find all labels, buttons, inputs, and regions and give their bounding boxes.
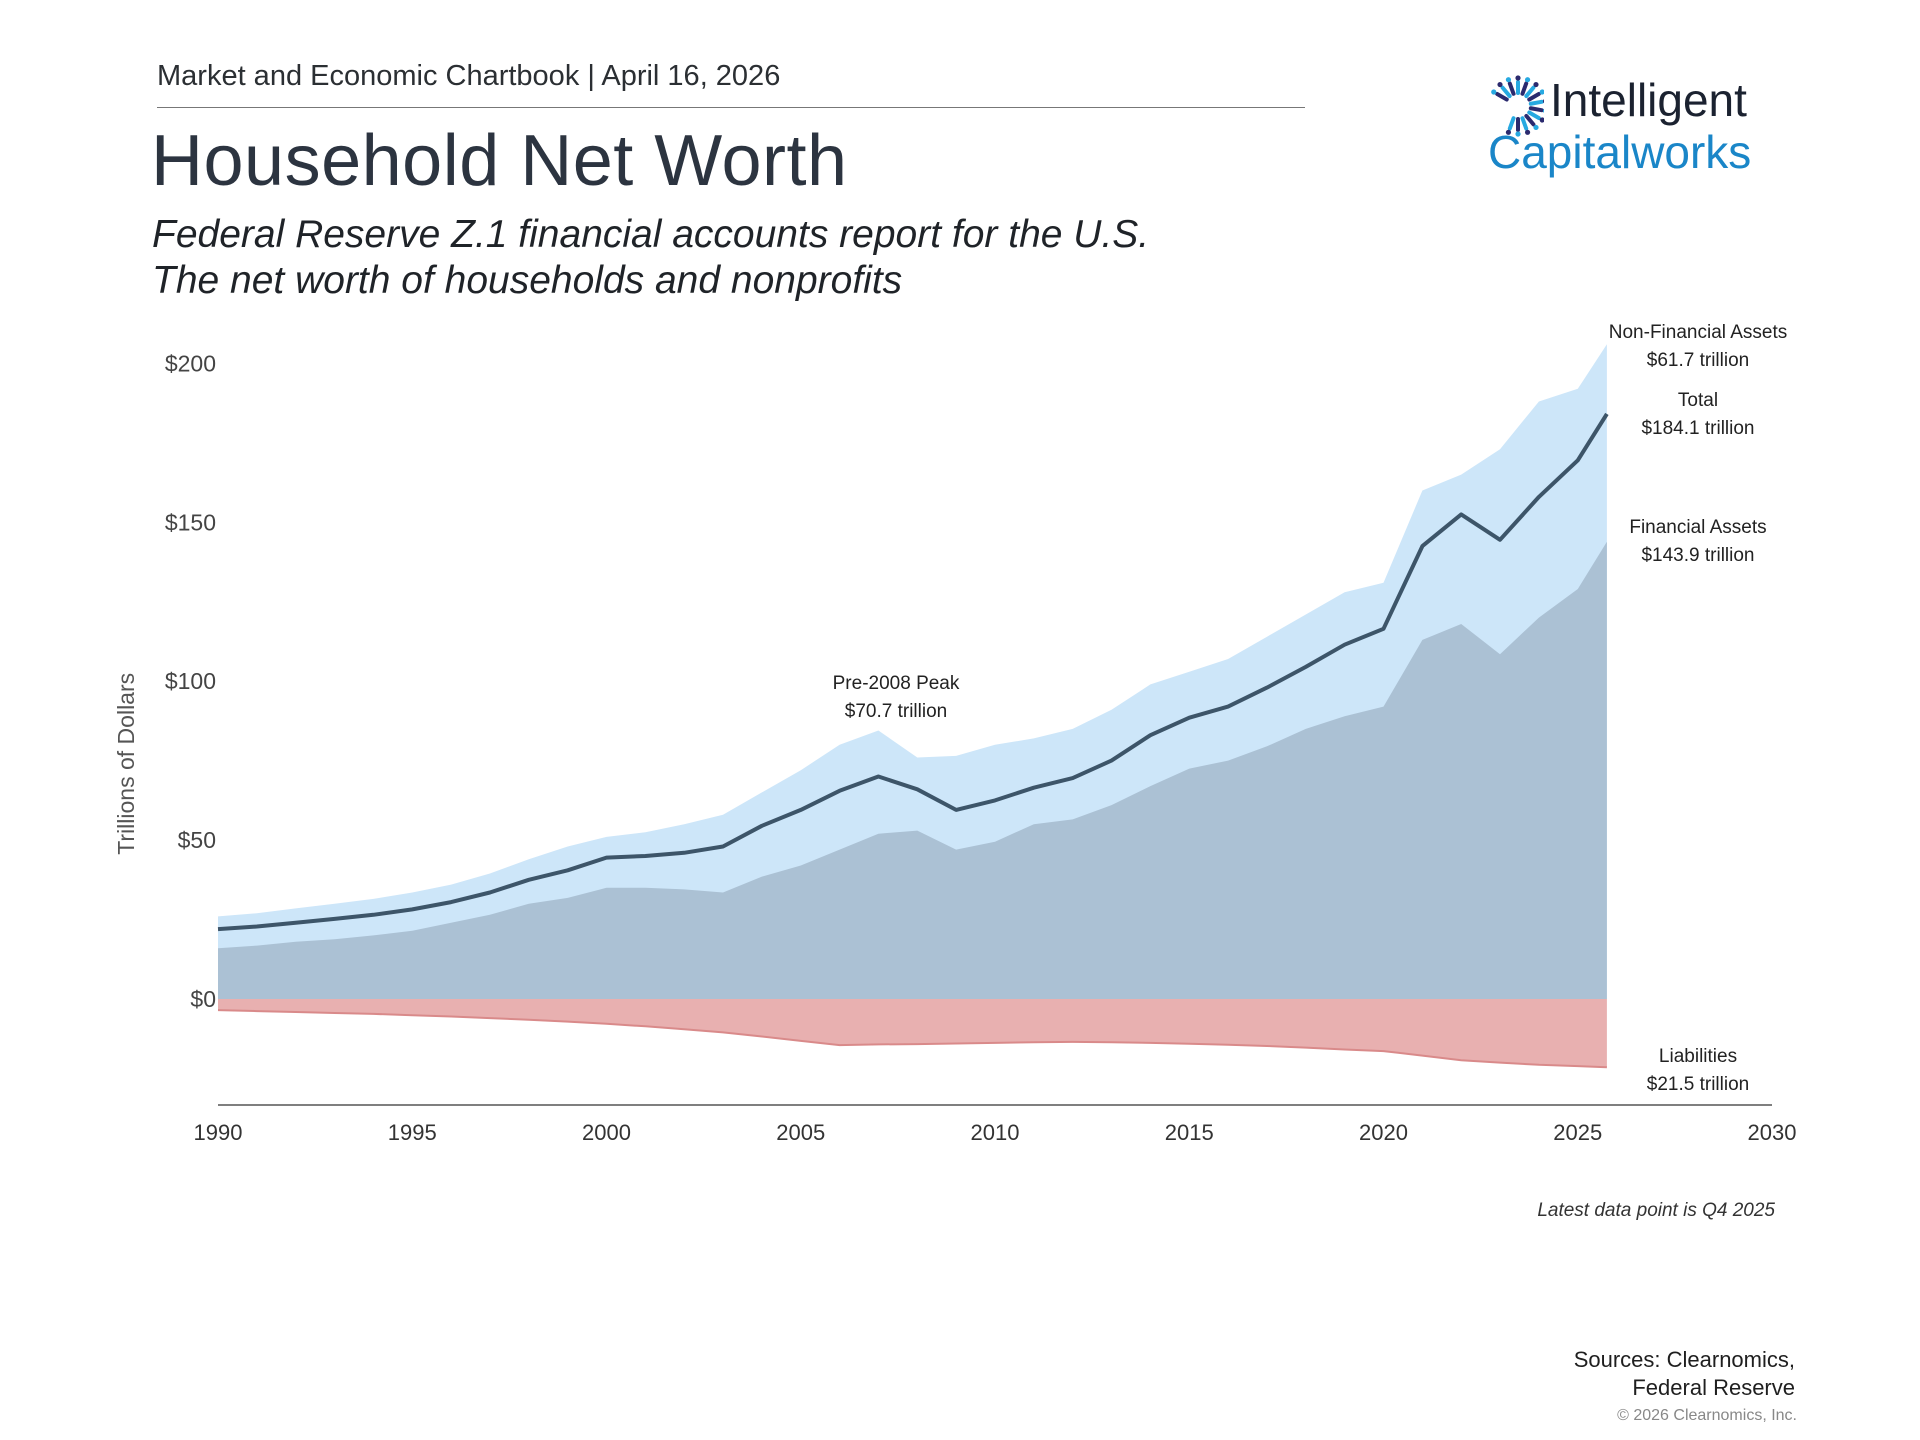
- logo-ray-dot: [1497, 81, 1503, 88]
- subtitle-line-2: The net worth of households and nonprofi…: [152, 259, 903, 302]
- annotation-liabilities-label: Liabilities: [1659, 1046, 1737, 1067]
- logo-ray: [1528, 106, 1544, 113]
- financial-assets-area: [218, 541, 1607, 999]
- logo-ray: [1524, 85, 1536, 99]
- annotation-non-financial-assets-label: Non-Financial Assets: [1609, 322, 1787, 343]
- y-tick-label: $150: [165, 509, 216, 535]
- annotation-pre-2008-peak-value: $70.7 trillion: [845, 701, 947, 722]
- logo-ray-dot: [1533, 124, 1539, 131]
- annotation-pre-2008-peak-label: Pre-2008 Peak: [833, 673, 960, 694]
- annotation-financial-assets-label: Financial Assets: [1629, 517, 1766, 538]
- logo-ray: [1520, 81, 1529, 96]
- annotation-total-label: Total: [1678, 390, 1718, 411]
- logo-word-intelligent: Intelligent: [1550, 74, 1747, 126]
- logo-ray-dot: [1515, 131, 1521, 137]
- annotation-total-value: $184.1 trillion: [1641, 418, 1754, 439]
- chartbook-date-line: Market and Economic Chartbook | April 16…: [157, 60, 781, 92]
- header-divider: [157, 107, 1305, 108]
- logo-ray: [1495, 92, 1509, 102]
- x-tick-label: 2000: [582, 1120, 631, 1145]
- logo-ray-dot: [1524, 129, 1531, 135]
- logo-ray-dot: [1539, 89, 1544, 95]
- subtitle-line-1: Federal Reserve Z.1 financial accounts r…: [152, 213, 1150, 256]
- logo-ray-dot: [1542, 108, 1544, 113]
- x-tick-label: 2025: [1553, 1120, 1602, 1145]
- chart-areas: [217, 344, 1607, 1069]
- x-tick-label: 2005: [776, 1120, 825, 1145]
- annotation-non-financial-assets-value: $61.7 trillion: [1647, 350, 1749, 371]
- logo-ray: [1507, 116, 1516, 131]
- sunburst-c-icon: [1491, 75, 1544, 137]
- logo-ray: [1528, 99, 1544, 106]
- logo-ray-dot: [1542, 99, 1544, 104]
- x-tick-label: 2030: [1748, 1120, 1797, 1145]
- x-tick-label: 2015: [1165, 1120, 1214, 1145]
- logo-ray-dot: [1505, 129, 1512, 135]
- logo-ray-dot: [1524, 77, 1531, 83]
- x-tick-label: 2020: [1359, 1120, 1408, 1145]
- sources-line-1: Sources: Clearnomics,: [1573, 1347, 1795, 1372]
- annotation-financial-assets-value: $143.9 trillion: [1641, 545, 1754, 566]
- logo-ray-dot: [1539, 117, 1544, 123]
- chart-annotations: Non-Financial Assets $61.7 trillion Total $…: [833, 322, 1788, 1095]
- logo-ray-dot: [1491, 89, 1497, 95]
- logo-word-capitalworks: Capitalworks: [1488, 126, 1752, 178]
- y-axis-label: Trillions of Dollars: [113, 673, 139, 855]
- logo-ray: [1500, 85, 1512, 99]
- logo-ray: [1527, 110, 1541, 120]
- logo-ray: [1524, 113, 1536, 127]
- logo-ray: [1520, 116, 1529, 131]
- company-logo: Intelligent Capitalworks: [1488, 73, 1778, 193]
- x-tick-label: 1995: [388, 1120, 437, 1145]
- liabilities-area: [218, 999, 1607, 1068]
- logo-ray-dot: [1505, 77, 1512, 83]
- logo-ray-dot: [1515, 75, 1521, 81]
- liabilities-edge: [217, 1009, 1607, 1069]
- sources-note: Sources: Clearnomics, Federal Reserve: [1574, 1346, 1795, 1402]
- latest-data-note: Latest data point is Q4 2025: [1537, 1200, 1775, 1221]
- y-tick-label: $100: [165, 668, 216, 694]
- x-tick-label: 1990: [194, 1120, 243, 1145]
- y-tick-label: $200: [165, 350, 216, 376]
- chart-tick-labels: 1990 1995 2000 2005 2010 2015 2020 2025 2030 $200…: [113, 350, 1796, 1145]
- chart-total-line: [217, 412, 1609, 932]
- logo-ray: [1527, 92, 1541, 102]
- x-tick-label: 2010: [971, 1120, 1020, 1145]
- annotation-liabilities-value: $21.5 trillion: [1647, 1074, 1749, 1095]
- y-tick-label: $0: [190, 986, 216, 1012]
- logo-ray: [1507, 81, 1516, 96]
- total-net-worth-line: [217, 412, 1609, 932]
- y-tick-label: $50: [178, 827, 216, 853]
- logo-ray-dot: [1533, 81, 1539, 88]
- copyright-note: © 2026 Clearnomics, Inc.: [1617, 1407, 1797, 1424]
- page-title: Household Net Worth: [151, 121, 848, 201]
- sources-line-2: Federal Reserve: [1632, 1375, 1795, 1400]
